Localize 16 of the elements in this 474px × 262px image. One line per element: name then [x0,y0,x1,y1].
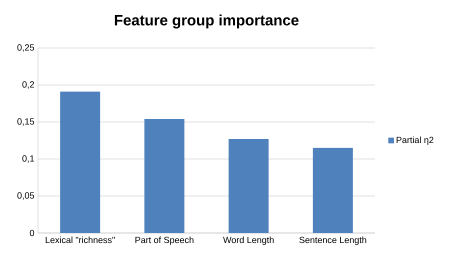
chart-title: Feature group importance [114,14,299,29]
bar [312,148,353,233]
bar [60,92,100,233]
y-tick-label: 0,05 [17,192,34,200]
x-tick-label: Word Length [223,236,274,245]
x-tick-label: Lexical "richness" [46,236,115,244]
bar [228,139,269,233]
legend-label: Partial η2 [396,136,434,145]
x-tick-label: Sentence Length [299,236,366,245]
y-tick-label: 0,1 [22,155,34,163]
bar [144,119,184,233]
y-tick-label: 0,25 [17,44,34,52]
y-tick-label: 0,15 [17,118,34,126]
x-tick-label: Part of Speech [135,236,194,245]
y-tick-label: 0,2 [22,81,34,89]
y-tick-label: 0 [30,230,34,236]
